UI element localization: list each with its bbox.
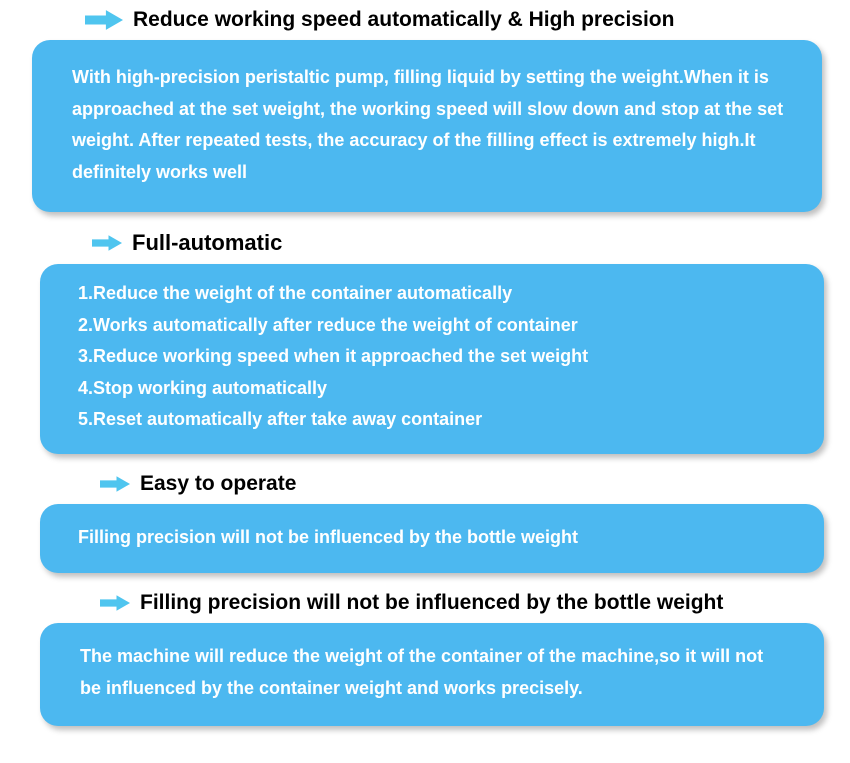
feature-section: Reduce working speed automatically & Hig… [0, 8, 850, 212]
card-text-line: definitely works well [72, 157, 792, 189]
card-text-line: weight. After repeated tests, the accura… [72, 125, 792, 157]
feature-section: Easy to operate Filling precision will no… [0, 472, 850, 574]
section-heading: Reduce working speed automatically & Hig… [85, 8, 850, 32]
arrow-right-icon [92, 235, 122, 251]
section-title: Easy to operate [140, 472, 296, 496]
section-title: Reduce working speed automatically & Hig… [133, 8, 674, 32]
section-title: Filling precision will not be influenced… [140, 591, 723, 615]
card-text-line: be influenced by the container weight an… [80, 673, 794, 705]
section-card: With high-precision peristaltic pump, fi… [32, 40, 822, 212]
card-text-line: 5.Reset automatically after take away co… [78, 404, 794, 436]
arrow-right-icon [100, 595, 130, 611]
card-text-line: With high-precision peristaltic pump, fi… [72, 62, 792, 94]
feature-section: Filling precision will not be influenced… [0, 591, 850, 726]
arrow-right-icon [100, 476, 130, 492]
card-text-line: 4.Stop working automatically [78, 373, 794, 405]
card-text-line: The machine will reduce the weight of th… [80, 641, 794, 673]
section-card: The machine will reduce the weight of th… [40, 623, 824, 726]
arrow-right-icon [85, 10, 123, 30]
section-title: Full-automatic [132, 230, 282, 256]
section-card: Filling precision will not be influenced… [40, 504, 824, 574]
card-text-line: 2.Works automatically after reduce the w… [78, 310, 794, 342]
section-card: 1.Reduce the weight of the container aut… [40, 264, 824, 454]
section-heading: Easy to operate [100, 472, 850, 496]
section-heading: Full-automatic [92, 230, 850, 256]
card-text-line: Filling precision will not be influenced… [78, 522, 794, 554]
feature-section: Full-automatic 1.Reduce the weight of the… [0, 230, 850, 454]
card-text-line: 1.Reduce the weight of the container aut… [78, 278, 794, 310]
section-heading: Filling precision will not be influenced… [100, 591, 850, 615]
card-text-line: approached at the set weight, the workin… [72, 94, 792, 126]
card-text-line: 3.Reduce working speed when it approache… [78, 341, 794, 373]
